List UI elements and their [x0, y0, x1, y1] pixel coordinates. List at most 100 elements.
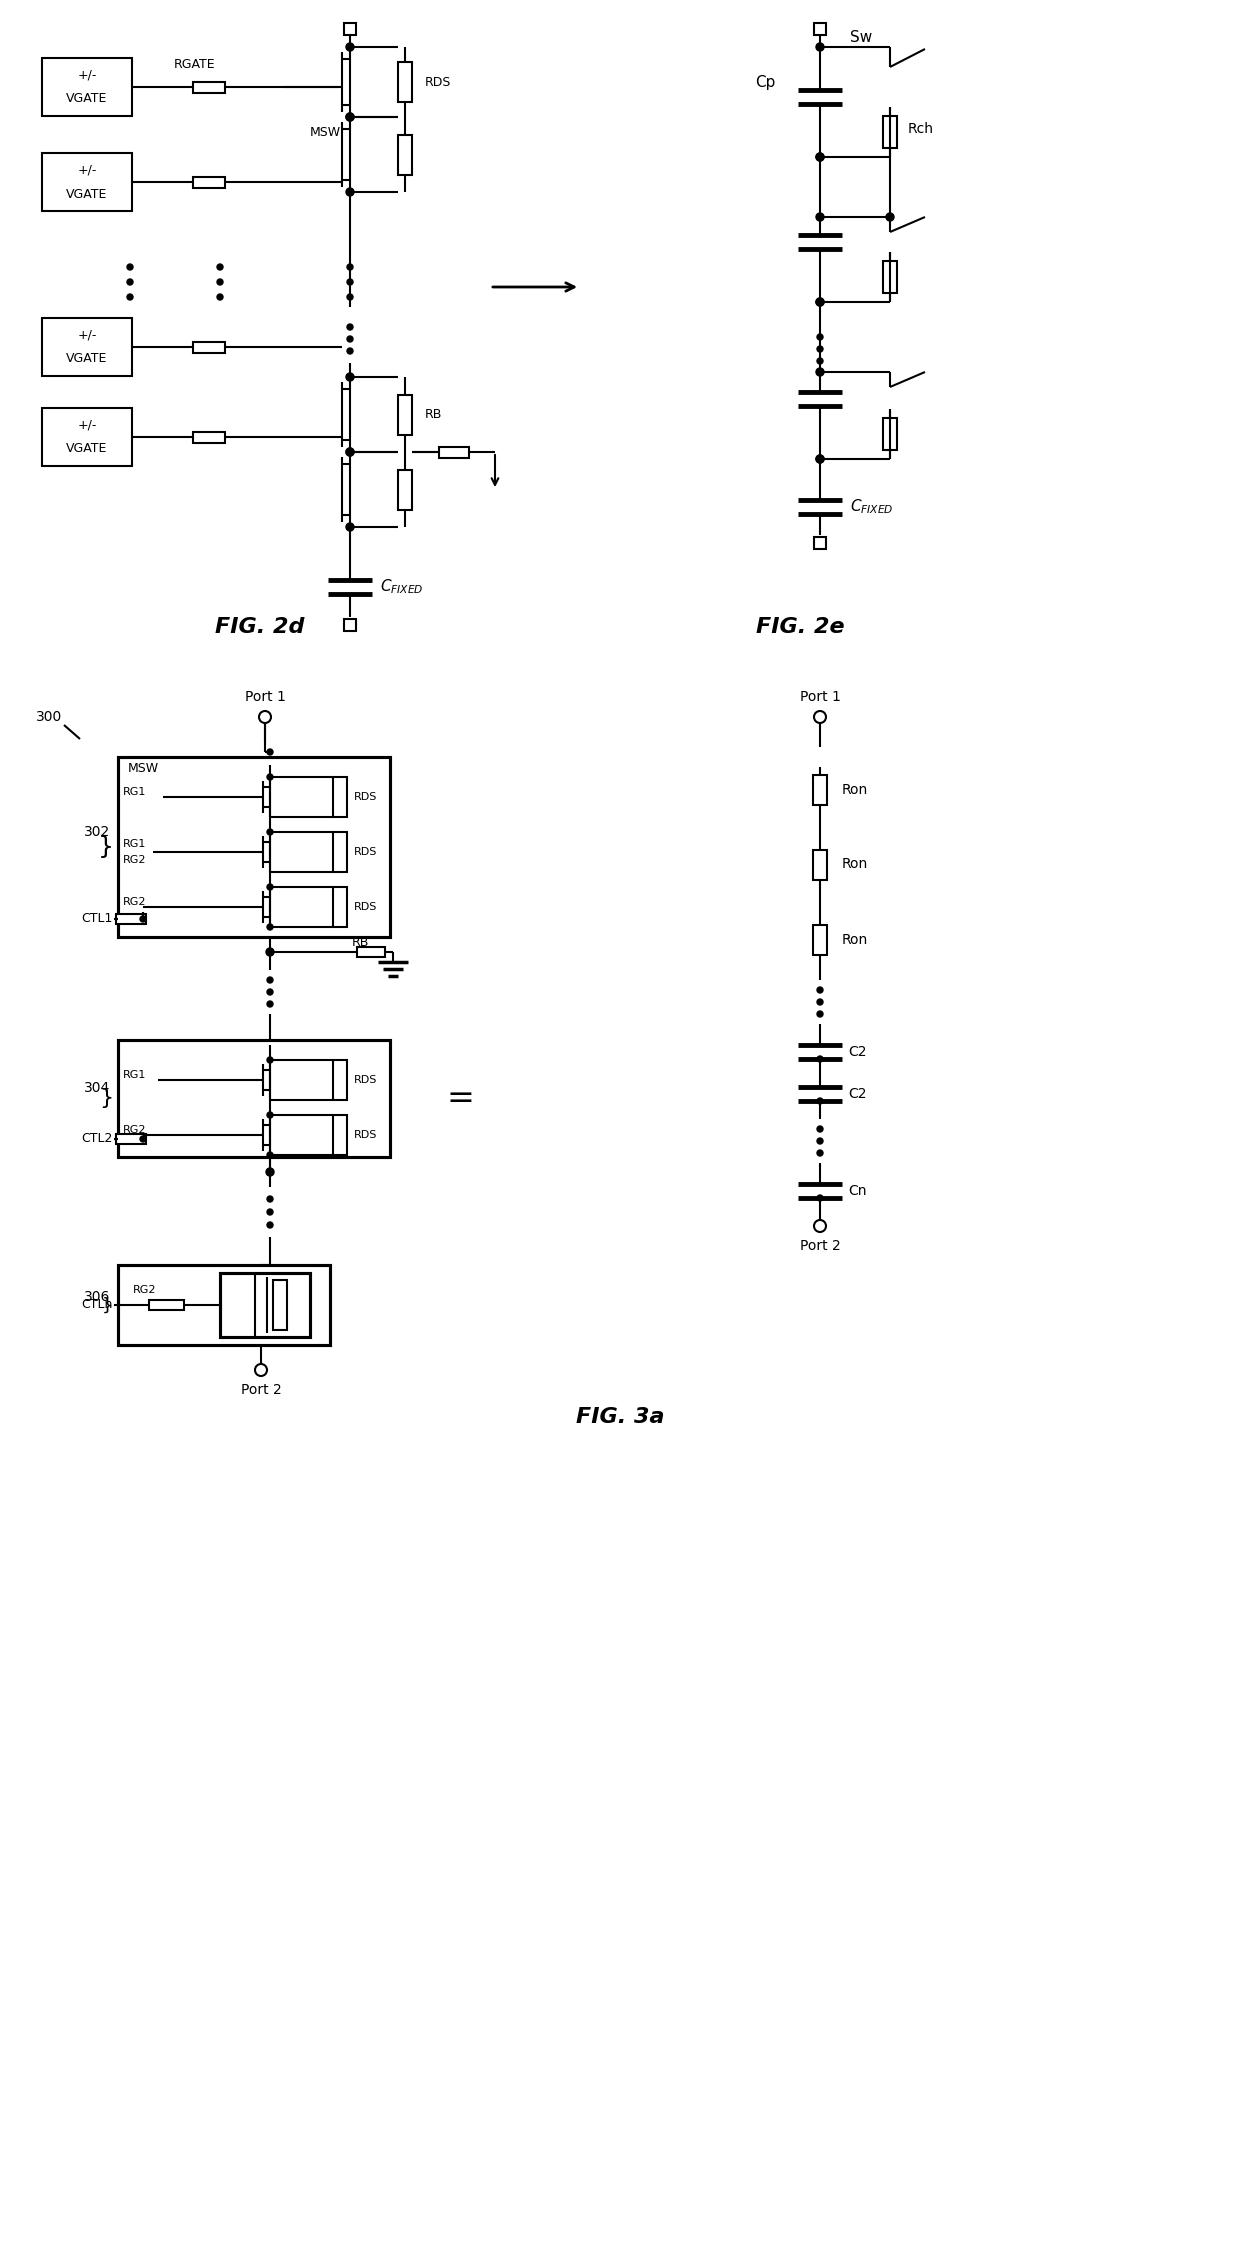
Bar — [192, 431, 224, 443]
Bar — [398, 470, 412, 510]
Bar — [334, 1061, 347, 1101]
Circle shape — [267, 773, 273, 780]
Text: RDS: RDS — [353, 847, 377, 856]
Bar — [42, 153, 131, 211]
Bar — [192, 178, 224, 187]
Circle shape — [267, 948, 274, 955]
Text: Sw: Sw — [849, 29, 872, 45]
Text: VGATE: VGATE — [66, 443, 108, 456]
Circle shape — [817, 1000, 823, 1004]
Text: RDS: RDS — [353, 1130, 377, 1139]
Circle shape — [817, 1011, 823, 1018]
Text: Ron: Ron — [842, 933, 868, 946]
Text: +/-: +/- — [77, 328, 97, 342]
Bar — [334, 1115, 347, 1155]
Text: $C_{FIXED}$: $C_{FIXED}$ — [849, 497, 894, 517]
Bar — [192, 81, 224, 92]
Bar — [149, 1301, 184, 1310]
Circle shape — [267, 1209, 273, 1216]
Text: $C_{FIXED}$: $C_{FIXED}$ — [379, 577, 424, 595]
Text: $\}$: $\}$ — [99, 1088, 112, 1110]
Bar — [118, 757, 391, 937]
Bar — [398, 395, 412, 434]
Bar — [192, 342, 224, 353]
Circle shape — [816, 213, 825, 220]
Circle shape — [817, 986, 823, 993]
Circle shape — [816, 369, 825, 375]
Text: VGATE: VGATE — [66, 353, 108, 366]
Text: +/-: +/- — [77, 164, 97, 178]
Circle shape — [346, 43, 353, 52]
Bar — [334, 777, 347, 818]
Text: +/-: +/- — [77, 418, 97, 431]
Bar — [813, 22, 826, 36]
Text: 302: 302 — [84, 825, 110, 838]
Circle shape — [347, 348, 353, 355]
Circle shape — [816, 299, 825, 306]
Text: 300: 300 — [36, 710, 62, 724]
Circle shape — [267, 977, 273, 982]
Bar — [115, 915, 145, 924]
Bar — [118, 1265, 330, 1346]
Text: RG1: RG1 — [123, 786, 146, 798]
Circle shape — [346, 373, 353, 382]
Text: FIG. 2e: FIG. 2e — [755, 618, 844, 636]
Text: RDS: RDS — [353, 791, 377, 802]
Circle shape — [267, 1195, 273, 1202]
Circle shape — [817, 346, 823, 353]
Text: RG2: RG2 — [123, 1126, 146, 1135]
Text: RG2: RG2 — [123, 897, 146, 908]
Text: Port 2: Port 2 — [800, 1238, 841, 1254]
Bar — [357, 946, 384, 957]
Circle shape — [126, 294, 133, 301]
Text: MSW: MSW — [128, 762, 159, 775]
Circle shape — [817, 1056, 823, 1063]
Text: CTL2: CTL2 — [82, 1132, 113, 1146]
Circle shape — [267, 1168, 274, 1175]
Text: VGATE: VGATE — [66, 187, 108, 200]
Circle shape — [817, 1150, 823, 1155]
Bar — [883, 261, 897, 292]
Bar — [118, 1040, 391, 1157]
Circle shape — [816, 454, 825, 463]
Circle shape — [126, 263, 133, 270]
Circle shape — [267, 1153, 273, 1157]
Text: FIG. 3a: FIG. 3a — [575, 1407, 665, 1427]
Circle shape — [347, 263, 353, 270]
Bar — [813, 924, 827, 955]
Text: C2: C2 — [848, 1088, 867, 1101]
Bar — [883, 418, 897, 449]
Text: Ron: Ron — [842, 858, 868, 872]
Bar — [115, 1135, 145, 1144]
Bar — [883, 117, 897, 148]
Circle shape — [217, 263, 223, 270]
Circle shape — [267, 748, 273, 755]
Bar — [439, 447, 469, 458]
Circle shape — [816, 43, 825, 52]
Text: RG2: RG2 — [133, 1285, 156, 1294]
Circle shape — [267, 989, 273, 995]
Bar — [334, 831, 347, 872]
Text: Port 1: Port 1 — [244, 690, 285, 703]
Circle shape — [816, 153, 825, 162]
Text: Port 1: Port 1 — [800, 690, 841, 703]
Circle shape — [217, 294, 223, 301]
Text: RG1: RG1 — [123, 838, 146, 849]
Text: RDS: RDS — [353, 901, 377, 912]
Circle shape — [817, 335, 823, 339]
Circle shape — [267, 883, 273, 890]
Text: FIG. 2d: FIG. 2d — [216, 618, 305, 636]
Circle shape — [140, 917, 146, 921]
Text: Ron: Ron — [842, 782, 868, 795]
Circle shape — [817, 1195, 823, 1200]
Text: Cn: Cn — [848, 1184, 867, 1198]
Text: RGATE: RGATE — [174, 58, 216, 72]
Bar — [42, 58, 131, 117]
Circle shape — [346, 189, 353, 195]
Circle shape — [267, 1000, 273, 1007]
Circle shape — [140, 1137, 146, 1141]
Circle shape — [346, 112, 353, 121]
Circle shape — [347, 279, 353, 285]
Text: CTLn: CTLn — [82, 1299, 113, 1312]
Circle shape — [217, 279, 223, 285]
